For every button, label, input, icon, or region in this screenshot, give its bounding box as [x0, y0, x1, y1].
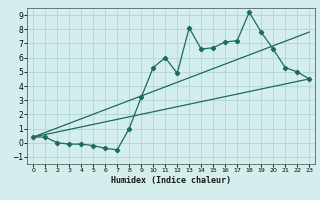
X-axis label: Humidex (Indice chaleur): Humidex (Indice chaleur): [111, 176, 231, 185]
